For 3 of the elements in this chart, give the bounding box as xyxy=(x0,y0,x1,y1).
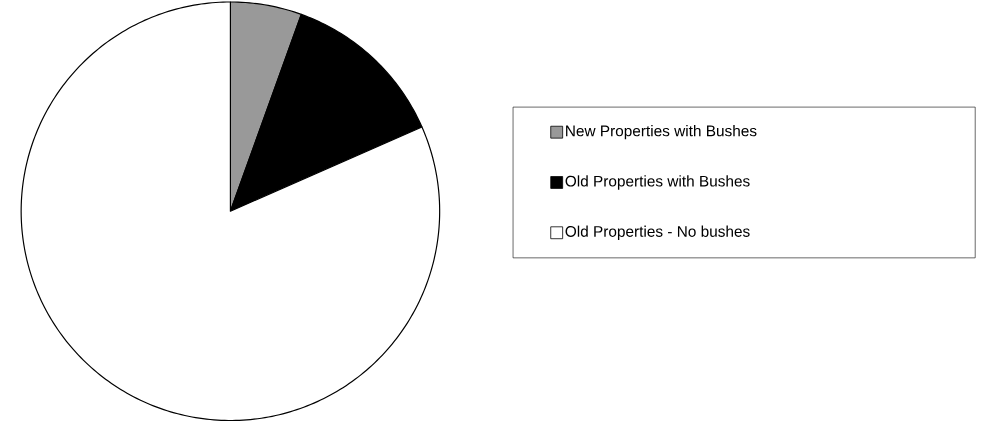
legend-label: Old Properties - No bushes xyxy=(565,225,750,240)
legend-label: New Properties with Bushes xyxy=(566,124,757,140)
legend-label: Old Properties with Bushes xyxy=(565,175,750,190)
